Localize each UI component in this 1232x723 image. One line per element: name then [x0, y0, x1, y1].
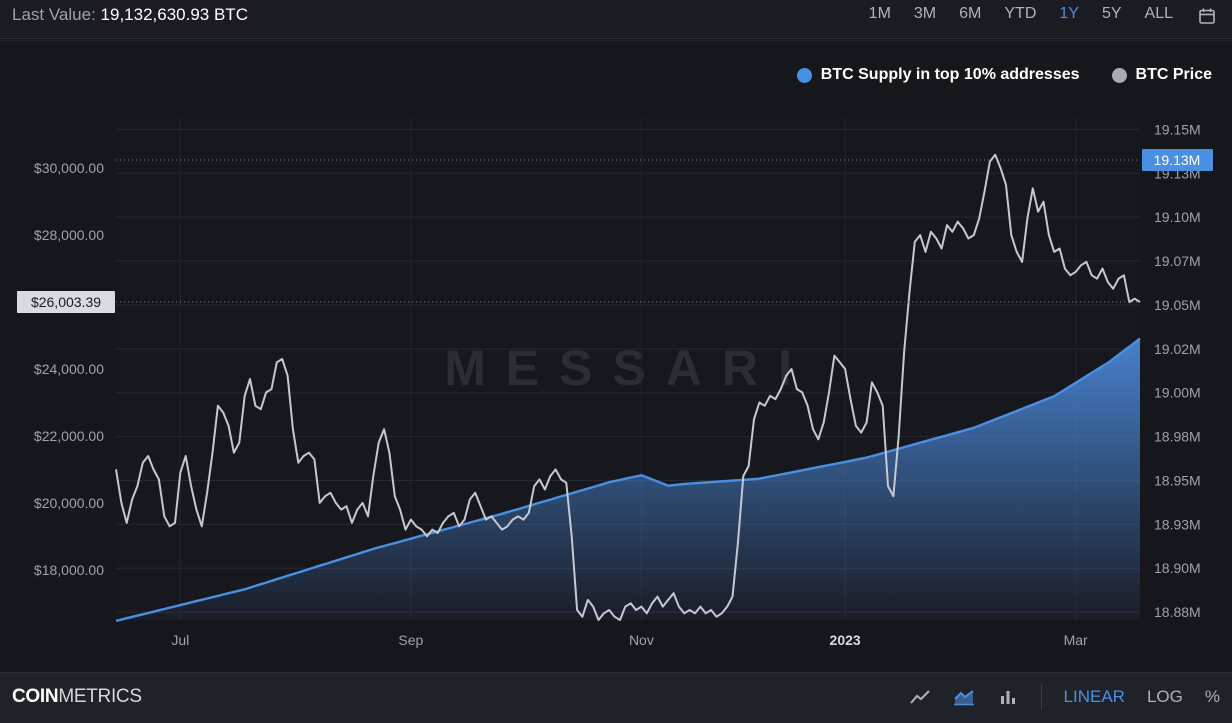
- range-6m[interactable]: 6M: [959, 5, 982, 22]
- right-axis-tick: 18.90M: [1154, 560, 1201, 576]
- range-ytd[interactable]: YTD: [1004, 5, 1037, 22]
- supply-badge-label: 19.13M: [1154, 152, 1201, 168]
- calendar-icon[interactable]: [1196, 5, 1218, 27]
- left-axis-tick: $30,000.00: [34, 160, 104, 176]
- left-axis-tick: $20,000.00: [34, 495, 104, 511]
- scale-percent[interactable]: %: [1204, 687, 1220, 706]
- left-axis-tick: $28,000.00: [34, 227, 104, 243]
- right-axis-tick: 19.15M: [1154, 121, 1201, 137]
- legend-item-btc-supply[interactable]: BTC Supply in top 10% addresses: [796, 66, 1080, 84]
- btc-supply-line: [115, 337, 1141, 623]
- brand-light: METRICS: [58, 686, 142, 707]
- last-value: 19,132,630.93 BTC: [100, 5, 248, 24]
- controls-divider: [1040, 684, 1042, 710]
- coinmetrics-logo: COINMETRICS: [12, 686, 142, 708]
- chart-legend: BTC Supply in top 10% addresses BTC Pric…: [796, 66, 1212, 84]
- scale-log[interactable]: LOG: [1146, 687, 1183, 706]
- brand-bold: COIN: [12, 686, 59, 707]
- right-axis-tick: 19.02M: [1154, 341, 1201, 357]
- left-axis-tick: $24,000.00: [34, 361, 104, 377]
- last-value-display: Last Value: 19,132,630.93 BTC: [12, 5, 248, 25]
- x-axis-tick: Jul: [171, 632, 189, 648]
- legend-swatch-btc-price: [1111, 67, 1127, 83]
- watermark-text: MESSARI: [444, 340, 812, 396]
- legend-item-btc-price[interactable]: BTC Price: [1111, 66, 1212, 84]
- x-axis-tick: Nov: [629, 632, 654, 648]
- footer-bar: COINMETRICS LINEAR LOG %: [0, 672, 1232, 723]
- legend-label-btc-supply: BTC Supply in top 10% addresses: [820, 66, 1080, 83]
- right-axis-tick: 19.10M: [1154, 209, 1201, 225]
- range-1y[interactable]: 1Y: [1059, 5, 1079, 22]
- area-chart-icon[interactable]: [953, 686, 975, 708]
- range-3m[interactable]: 3M: [913, 5, 937, 22]
- price-badge-bg: [17, 290, 115, 313]
- right-axis-tick: 19.05M: [1154, 297, 1201, 313]
- right-axis-tick: 18.88M: [1154, 604, 1201, 620]
- right-axis-tick: 19.00M: [1154, 385, 1201, 401]
- btc-price-line: [115, 153, 1141, 621]
- range-selector: 1M 3M 6M YTD 1Y 5Y ALL: [869, 5, 1218, 27]
- right-axis-tick: 19.07M: [1154, 253, 1201, 269]
- chart-controls: LINEAR LOG %: [909, 684, 1220, 710]
- bar-chart-icon[interactable]: [997, 686, 1019, 708]
- range-5y[interactable]: 5Y: [1101, 5, 1122, 22]
- range-all[interactable]: ALL: [1144, 5, 1173, 22]
- x-axis-tick: 2023: [830, 632, 861, 648]
- line-chart-icon[interactable]: [909, 686, 931, 708]
- top-bar: Last Value: 19,132,630.93 BTC 1M 3M 6M Y…: [0, 0, 1232, 39]
- left-axis-tick: $22,000.00: [34, 428, 104, 444]
- chart-canvas[interactable]: MESSARI $18,000.00 $20,000.00 $22,000.00 $24…: [0, 40, 1232, 670]
- supply-badge-bg: [1142, 148, 1213, 171]
- last-value-label: Last Value:: [12, 5, 96, 24]
- legend-swatch-btc-supply: [796, 67, 812, 83]
- right-axis-tick: 18.93M: [1154, 516, 1201, 532]
- x-axis-tick: Sep: [398, 632, 423, 648]
- scale-linear[interactable]: LINEAR: [1063, 687, 1125, 706]
- right-axis-tick: 18.98M: [1154, 429, 1201, 445]
- range-1m[interactable]: 1M: [868, 5, 891, 22]
- left-axis-tick: $18,000.00: [34, 562, 104, 578]
- legend-label-btc-price: BTC Price: [1135, 66, 1212, 83]
- x-axis-tick: Mar: [1064, 632, 1088, 648]
- right-axis-tick: 18.95M: [1154, 472, 1201, 488]
- price-badge-label: $26,003.39: [31, 294, 101, 310]
